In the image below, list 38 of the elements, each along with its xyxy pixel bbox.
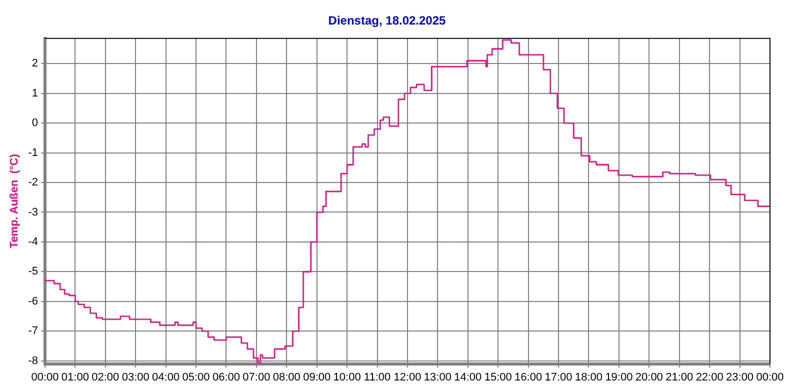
y-tick-label: -3 bbox=[28, 206, 38, 218]
x-tick-label: 15:00 bbox=[484, 371, 512, 384]
x-tick-label: 13:00 bbox=[424, 371, 452, 384]
y-axis-title: Temp. Außen (°C) bbox=[8, 154, 21, 248]
x-tick-label: 06:00 bbox=[212, 371, 240, 384]
y-tick-label: -8 bbox=[28, 354, 38, 367]
x-tick-label: 00:00 bbox=[756, 371, 784, 384]
x-tick-label: 02:00 bbox=[92, 371, 120, 384]
y-tick-label: 0 bbox=[32, 117, 38, 130]
y-tick-label: -5 bbox=[28, 266, 38, 278]
x-tick-label: 10:00 bbox=[333, 371, 361, 384]
y-tick-label: 2 bbox=[32, 58, 38, 70]
y-tick-label: -1 bbox=[28, 146, 38, 159]
y-tick-label: -4 bbox=[28, 236, 38, 248]
x-tick-label: 09:00 bbox=[303, 371, 331, 384]
x-tick-label: 17:00 bbox=[544, 371, 572, 384]
chart-title: Dienstag, 18.02.2025 bbox=[328, 14, 446, 28]
y-tick-label: -7 bbox=[28, 325, 38, 338]
x-tick-label: 04:00 bbox=[152, 371, 180, 384]
x-tick-label: 03:00 bbox=[122, 371, 150, 384]
x-tick-label: 18:00 bbox=[574, 371, 603, 384]
x-tick-label: 23:00 bbox=[726, 371, 754, 384]
x-tick-label: 07:00 bbox=[242, 371, 270, 384]
y-tick-label: -2 bbox=[28, 176, 38, 189]
x-tick-label: 20:00 bbox=[635, 371, 663, 384]
x-tick-label: 12:00 bbox=[394, 371, 422, 384]
x-tick-label: 05:00 bbox=[182, 371, 210, 384]
y-tick-label: 1 bbox=[32, 87, 38, 100]
x-tick-label: 14:00 bbox=[454, 371, 482, 384]
x-tick-label: 21:00 bbox=[666, 371, 694, 384]
x-tick-label: 01:00 bbox=[61, 371, 89, 384]
x-tick-label: 22:00 bbox=[696, 371, 724, 384]
x-tick-label: 19:00 bbox=[605, 371, 633, 384]
y-tick-label: -6 bbox=[28, 295, 38, 308]
x-tick-label: 00:00 bbox=[31, 371, 59, 384]
x-tick-label: 11:00 bbox=[364, 371, 391, 384]
x-tick-label: 16:00 bbox=[514, 371, 542, 384]
x-tick-label: 08:00 bbox=[272, 371, 300, 384]
